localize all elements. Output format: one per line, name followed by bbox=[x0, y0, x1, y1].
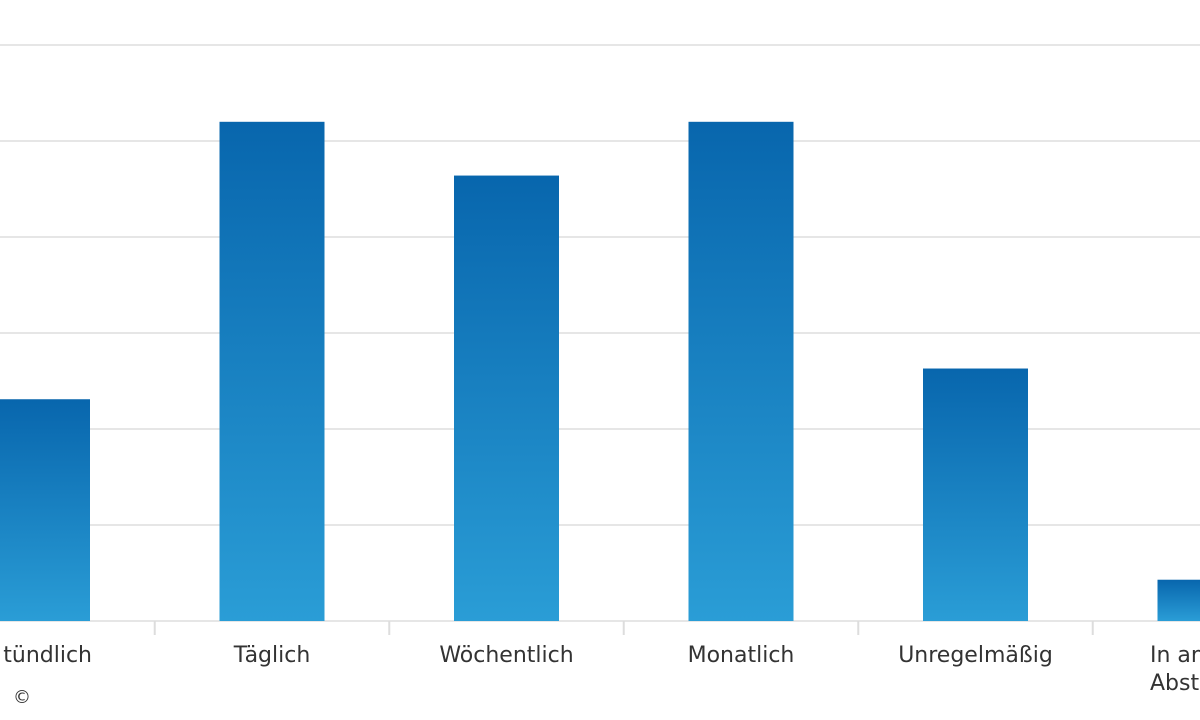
x-tick-label: Wöchentlich bbox=[439, 643, 573, 668]
bar bbox=[0, 399, 90, 621]
x-tick-label: Unregelmäßig bbox=[898, 643, 1053, 668]
x-tick-label: Monatlich bbox=[688, 643, 795, 668]
bar bbox=[923, 368, 1028, 621]
bar bbox=[1157, 579, 1200, 621]
bar bbox=[219, 121, 325, 622]
x-tick-label: tündlich bbox=[3, 643, 92, 668]
bar bbox=[454, 175, 559, 621]
x-tick-label: In an bbox=[1150, 643, 1200, 668]
x-tick-label: Täglich bbox=[233, 643, 311, 668]
copyright: © bbox=[13, 687, 31, 708]
bar bbox=[688, 121, 794, 622]
x-tick-label: Abst bbox=[1150, 671, 1199, 696]
